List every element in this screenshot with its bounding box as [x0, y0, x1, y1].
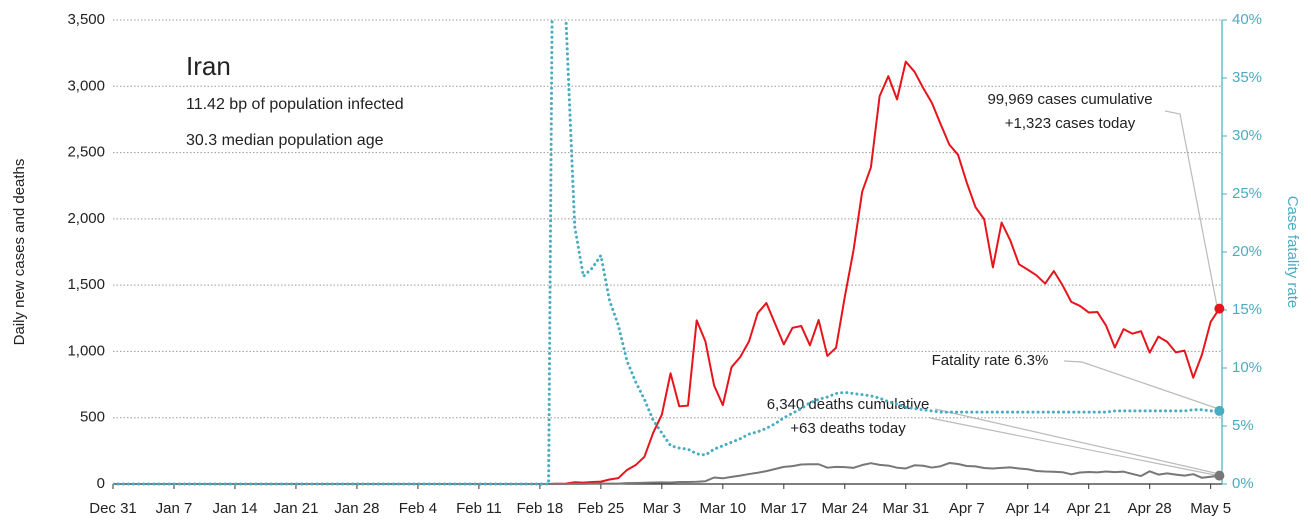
x-tick-label: Apr 14 — [1006, 500, 1050, 517]
y2-tick-label: 30% — [1232, 127, 1262, 144]
y-tick-label: 0 — [97, 475, 105, 492]
y2-tick-label: 15% — [1232, 301, 1262, 318]
x-tick-label: Mar 17 — [760, 500, 807, 517]
leader-line — [934, 408, 1216, 474]
y-axis-label: Daily new cases and deaths — [11, 159, 28, 346]
annotation: Fatality rate 6.3% — [932, 352, 1049, 369]
chart-subtitle: 30.3 median population age — [186, 132, 384, 149]
x-tick-label: Mar 10 — [699, 500, 746, 517]
x-tick-label: Dec 31 — [89, 500, 137, 517]
x-tick-label: Jan 7 — [156, 500, 193, 517]
annotation: 99,969 cases cumulative — [987, 91, 1152, 108]
x-tick-label: Mar 3 — [643, 500, 681, 517]
x-tick-label: May 5 — [1190, 500, 1231, 517]
x-tick-label: Feb 4 — [399, 500, 437, 517]
annotation: +63 deaths today — [790, 420, 906, 437]
x-tick-label: Jan 14 — [212, 500, 257, 517]
leader-line — [1164, 110, 1218, 307]
end-point — [1214, 470, 1225, 481]
y2-tick-label: 35% — [1232, 69, 1262, 86]
y2-tick-label: 20% — [1232, 243, 1262, 260]
y-tick-label: 1,000 — [67, 342, 105, 359]
end-point — [1214, 405, 1225, 416]
y-tick-label: 3,500 — [67, 11, 105, 28]
plot-area — [113, 20, 1221, 486]
y-tick-label: 3,000 — [67, 77, 105, 94]
y2-axis-label: Case fatality rate — [1284, 196, 1301, 309]
y-tick-label: 2,500 — [67, 144, 105, 161]
series-line — [113, 462, 1220, 485]
x-tick-label: Feb 25 — [578, 500, 625, 517]
x-tick-label: Apr 21 — [1067, 500, 1111, 517]
annotation: +1,323 cases today — [1005, 115, 1136, 132]
y2-tick-label: 10% — [1232, 359, 1262, 376]
annotation: 6,340 deaths cumulative — [767, 396, 930, 413]
y2-tick-label: 0% — [1232, 475, 1254, 492]
x-tick-label: Feb 11 — [456, 500, 502, 517]
x-tick-label: Mar 24 — [821, 500, 868, 517]
y2-tick-label: 5% — [1232, 417, 1254, 434]
y-tick-label: 2,000 — [67, 210, 105, 227]
leader-line — [929, 417, 1216, 476]
y2-tick-label: 40% — [1232, 11, 1262, 28]
chart-subtitle: 11.42 bp of population infected — [186, 96, 404, 113]
series-line — [113, 20, 1221, 486]
x-tick-label: Feb 18 — [517, 500, 564, 517]
x-tick-label: Apr 28 — [1128, 500, 1172, 517]
x-tick-label: Mar 31 — [882, 500, 929, 517]
y2-tick-label: 25% — [1232, 185, 1262, 202]
x-tick-label: Jan 28 — [334, 500, 379, 517]
y-tick-label: 1,500 — [67, 276, 105, 293]
x-tick-label: Apr 7 — [949, 500, 985, 517]
y-tick-label: 500 — [80, 409, 105, 426]
chart-title: Iran — [186, 51, 231, 81]
x-tick-label: Jan 21 — [273, 500, 318, 517]
leader-line — [1063, 360, 1217, 409]
end-point — [1214, 303, 1225, 314]
annotation-leaders — [929, 110, 1218, 476]
